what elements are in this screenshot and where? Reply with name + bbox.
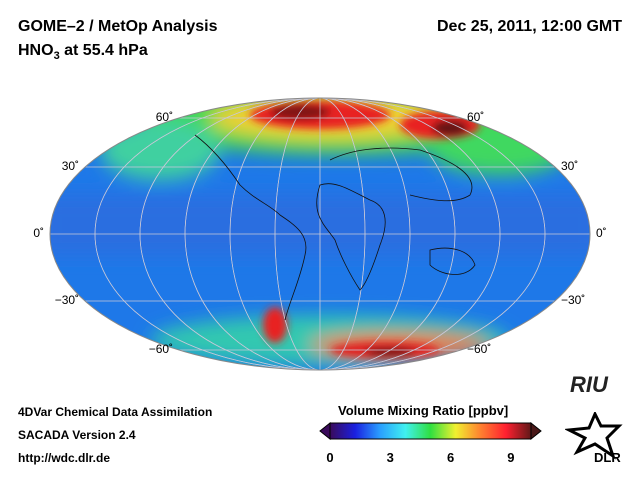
colorbar-tick-label: 9 — [507, 450, 514, 465]
riu-logo: RIU — [570, 372, 608, 397]
lat-label-left: −30˚ — [54, 293, 80, 307]
lat-label-left: −60˚ — [148, 342, 174, 356]
colorbar-tick-label: 3 — [387, 450, 394, 465]
species: HNO — [18, 42, 54, 59]
lat-label-right: −30˚ — [560, 293, 586, 307]
level: at 55.4 hPa — [59, 42, 148, 59]
species-subscript: 3 — [53, 50, 60, 63]
colorbar-title: Volume Mixing Ratio [ppbv] — [338, 403, 509, 418]
title: GOME–2 / MetOp Analysis — [18, 18, 218, 35]
colorbar-tick-label: 0 — [326, 450, 333, 465]
dlr-logo-text: DLR — [594, 450, 621, 465]
colorbar-gradient — [329, 422, 532, 440]
coastlines — [194, 134, 476, 321]
colorbar-tick-label: 6 — [447, 450, 454, 465]
colorbar: 0 3 6 9 — [319, 421, 542, 465]
map-border — [49, 97, 591, 371]
footer-line1: 4DVar Chemical Data Assimilation — [18, 405, 213, 419]
lat-label-left: 30˚ — [61, 159, 80, 173]
datetime: Dec 25, 2011, 12:00 GMT — [437, 18, 622, 35]
lat-label-right: 30˚ — [560, 159, 579, 173]
colorbar-overflow-arrow — [530, 421, 542, 441]
footer-line3: http://wdc.dlr.de — [18, 451, 110, 465]
subtitle: HNO3 at 55.4 hPa — [18, 42, 148, 62]
colorbar-underflow-arrow — [319, 421, 331, 441]
dlr-logo-icon — [565, 412, 623, 460]
lat-label-right: 60˚ — [466, 110, 485, 124]
lat-label-left: 60˚ — [155, 110, 174, 124]
footer-line2: SACADA Version 2.4 — [18, 428, 136, 442]
lat-label-right: 0˚ — [596, 226, 607, 240]
lat-label-right: −60˚ — [466, 342, 492, 356]
lat-label-left: 0˚ — [33, 226, 44, 240]
